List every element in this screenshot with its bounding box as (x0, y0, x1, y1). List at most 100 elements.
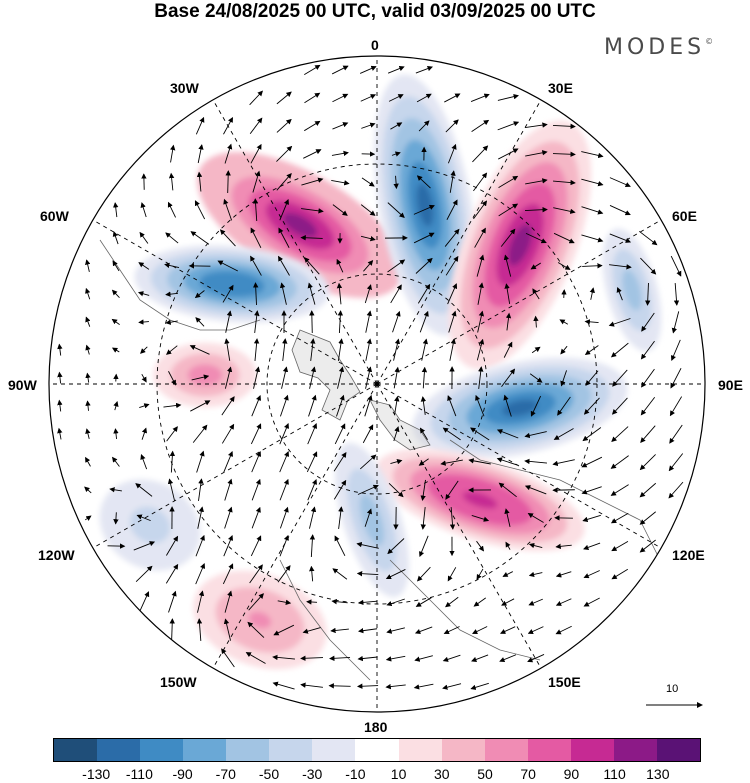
wind-arrow (165, 563, 179, 584)
wind-arrow (139, 231, 149, 244)
wind-arrow (500, 626, 516, 634)
wind-arrow (669, 424, 683, 444)
colorbar-swatch (97, 739, 141, 761)
polar-stereographic-map[interactable] (0, 0, 750, 735)
wind-arrow (304, 120, 321, 132)
wind-arrow (552, 123, 576, 130)
wind-arrow (249, 564, 263, 584)
wind-arrow (279, 534, 289, 557)
colorbar-swatch (140, 739, 184, 761)
colorbar-swatch (269, 739, 313, 761)
wind-arrow (135, 565, 153, 583)
wind-arrow (168, 590, 177, 613)
wind-arrow (109, 487, 122, 493)
wind-arrow (498, 482, 517, 498)
wind-arrow (360, 235, 376, 242)
wind-arrow (609, 264, 632, 270)
wind-arrow (168, 172, 175, 191)
wind-arrow (498, 175, 519, 189)
wind-arrow (641, 312, 655, 332)
wind-arrow (530, 395, 542, 417)
wind-arrow (391, 151, 401, 157)
wind-arrow (419, 310, 429, 333)
colorbar-tick-label: 10 (390, 766, 407, 782)
wind-arrow (616, 286, 623, 301)
wind-arrow (445, 480, 459, 500)
wind-arrow (581, 486, 602, 495)
wind-arrow (583, 570, 600, 579)
wind-arrow (442, 427, 461, 441)
wind-arrow (440, 459, 463, 466)
wind-arrow (309, 366, 317, 389)
wind-arrow (415, 257, 433, 274)
wind-arrow (84, 515, 92, 521)
wind-arrow (250, 227, 262, 249)
wind-arrow (581, 151, 604, 159)
wind-arrow (333, 451, 347, 472)
wind-arrow (356, 571, 379, 577)
wind-arrow (252, 170, 261, 193)
wind-arrow (559, 319, 569, 325)
wind-arrow (443, 626, 460, 635)
wind-arrow (530, 262, 541, 270)
wind-arrow (359, 454, 377, 470)
wind-arrow (668, 481, 684, 499)
wind-arrow (528, 542, 543, 549)
wind-arrow (447, 143, 457, 164)
wind-arrow (272, 654, 295, 661)
wind-arrow (138, 262, 150, 270)
wind-arrow (557, 396, 571, 416)
wind-arrow (190, 231, 210, 245)
wind-arrow (471, 654, 489, 662)
map-boundary (48, 55, 706, 713)
wind-arrow (304, 64, 321, 76)
wind-arrow (502, 571, 513, 577)
wind-arrow (555, 571, 572, 578)
wind-arrow (166, 426, 178, 442)
wind-arrow (393, 338, 401, 361)
wind-arrow (84, 486, 92, 494)
wind-arrow (671, 311, 680, 334)
wind-arrow (478, 366, 484, 389)
wind-arrow (136, 514, 151, 522)
wind-arrow (331, 598, 348, 605)
wind-arrow (57, 343, 63, 356)
wind-arrow (358, 627, 378, 634)
wind-arrow (416, 175, 431, 189)
wind-arrow (473, 597, 487, 607)
wind-arrow (447, 283, 458, 305)
colorbar-swatch (570, 739, 614, 761)
wind-arrow (500, 228, 516, 247)
wind-arrow (223, 198, 233, 221)
wind-arrow (245, 652, 266, 664)
wind-arrow (250, 143, 262, 164)
wind-arrow (471, 515, 490, 522)
wind-arrow (610, 512, 629, 524)
wind-arrow (639, 539, 656, 553)
wind-arrow (584, 345, 599, 356)
wind-arrow (525, 122, 548, 129)
wind-arrow (524, 485, 547, 495)
wind-arrow (413, 683, 434, 690)
wind-arrow (496, 429, 519, 439)
wind-arrow (195, 534, 205, 557)
wind-arrow (421, 338, 428, 361)
wind-arrow (249, 117, 263, 134)
wind-arrow (301, 177, 324, 186)
wind-arrow (277, 565, 291, 583)
wind-arrow (113, 428, 119, 440)
wind-arrow (524, 458, 547, 465)
wind-arrow (279, 423, 289, 445)
wind-arrow (387, 66, 405, 74)
wind-arrow (169, 450, 176, 473)
colorbar-tick-label: -10 (345, 766, 366, 782)
wind-arrow (611, 540, 629, 552)
wind-arrow (472, 626, 488, 634)
wind-arrow (610, 484, 629, 496)
wind-arrow (196, 618, 203, 642)
colorbar-tick-label: -30 (302, 766, 323, 782)
wind-arrow (673, 282, 680, 306)
wind-arrow (190, 400, 211, 412)
wind-arrow (609, 177, 631, 188)
lon-label-0: 0 (371, 37, 379, 53)
